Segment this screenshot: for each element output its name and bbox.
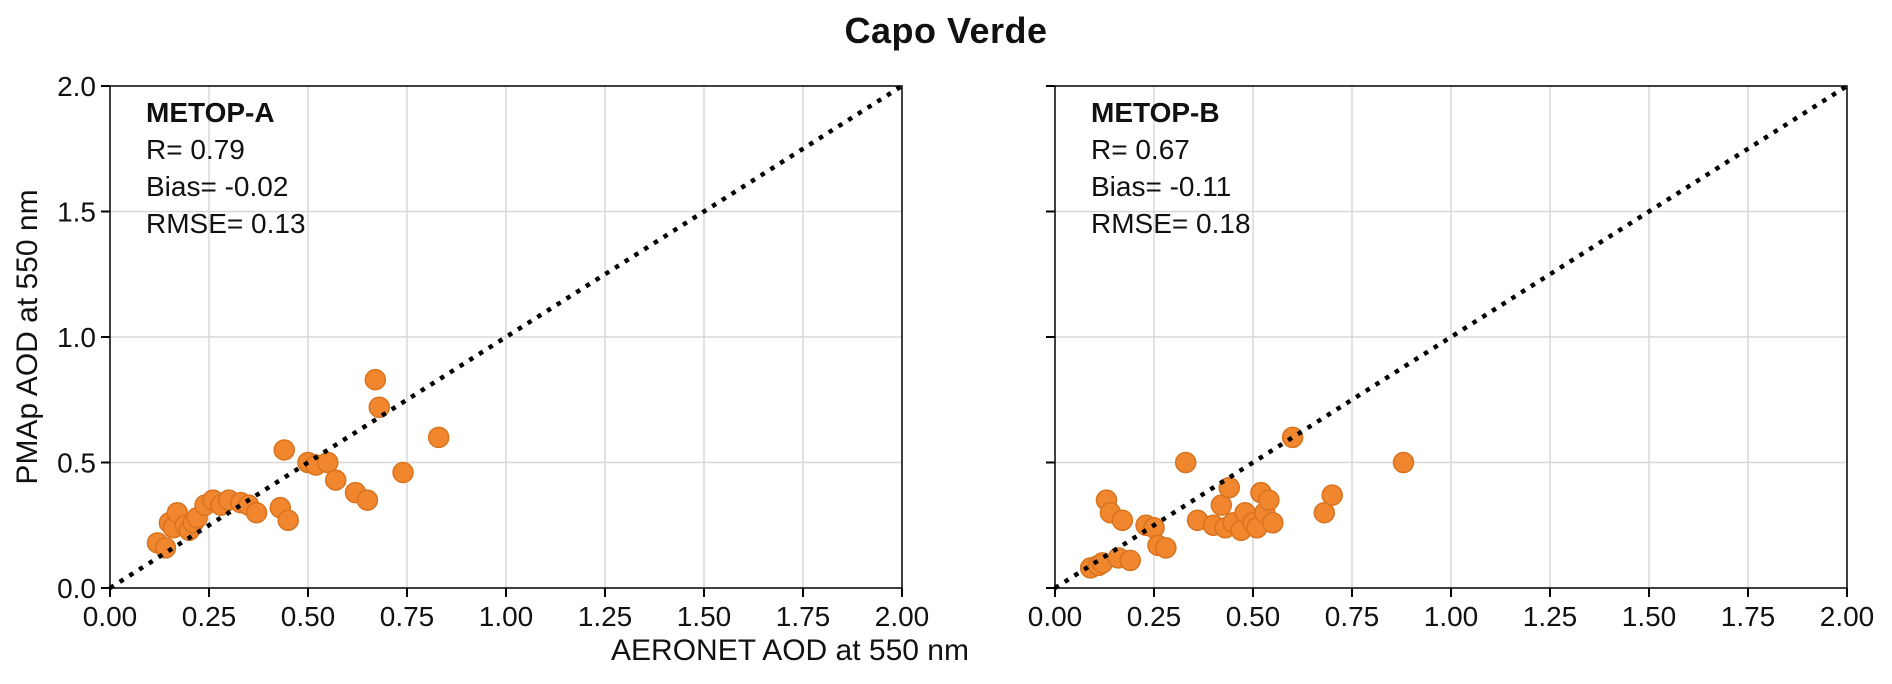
- data-point: [1321, 484, 1343, 506]
- data-point: [277, 509, 299, 531]
- data-point: [1210, 494, 1233, 516]
- data-point: [1155, 537, 1177, 559]
- x-tick-label: 1.50: [677, 601, 732, 632]
- x-tick-label: 0.25: [1127, 601, 1182, 632]
- x-tick-label: 0.75: [380, 601, 435, 632]
- stats-box-metop-b: METOP-B R= 0.67 Bias= -0.11 RMSE= 0.18: [1091, 94, 1251, 242]
- x-tick-label: 1.25: [578, 601, 633, 632]
- data-point: [273, 439, 295, 461]
- scatter-plot-metop-a: 0.00 0.25 0.50 0.75 1.00 1.25 1.50 1.75 2.00 0.0 0…: [57, 71, 929, 632]
- data-point: [356, 489, 379, 511]
- x-tick-label: 0.25: [182, 601, 237, 632]
- data-point: [1392, 451, 1415, 474]
- x-tick-label: 2.00: [875, 601, 930, 632]
- x-tick-label: 1.50: [1622, 601, 1677, 632]
- panel-label: METOP-A: [146, 97, 275, 128]
- x-tick-label: 2.00: [1820, 601, 1875, 632]
- data-point: [1313, 501, 1336, 524]
- panel-label: METOP-B: [1091, 97, 1220, 128]
- stat-bias: Bias= -0.11: [1091, 171, 1232, 202]
- stat-bias: Bias= -0.02: [146, 171, 289, 202]
- data-point: [392, 461, 414, 484]
- data-point: [154, 537, 177, 559]
- stat-rmse: RMSE= 0.13: [146, 208, 306, 239]
- stat-r: R= 0.79: [146, 134, 245, 165]
- data-point: [1111, 509, 1134, 531]
- x-tick-label: 0.50: [1226, 601, 1281, 632]
- y-tick-label: 0.0: [57, 573, 96, 604]
- x-tick-label: 1.25: [1523, 601, 1578, 632]
- stat-r: R= 0.67: [1091, 134, 1190, 165]
- data-point: [1258, 489, 1280, 511]
- y-axis-label: PMAp AOD at 550 nm: [11, 189, 44, 485]
- data-point: [245, 501, 268, 524]
- scatter-plot-metop-b: 0.00 0.25 0.50 0.75 1.00 1.25 1.50 1.75 2.00: [1028, 84, 1874, 632]
- y-tick-label: 1.5: [57, 197, 96, 228]
- x-tick-label: 0.50: [281, 601, 336, 632]
- data-point: [1119, 549, 1141, 572]
- x-tick-label: 0.75: [1325, 601, 1380, 632]
- x-tick-label: 1.75: [1721, 601, 1776, 632]
- chart-title: Capo Verde: [844, 10, 1048, 51]
- data-point: [364, 368, 387, 391]
- x-tick-label: 1.75: [776, 601, 831, 632]
- x-tick-label: 0.00: [1028, 601, 1083, 632]
- x-tick-label: 1.00: [1424, 601, 1479, 632]
- data-point: [1262, 511, 1284, 534]
- data-point: [324, 469, 347, 491]
- x-axis-label: AERONET AOD at 550 nm: [611, 634, 969, 667]
- y-tick-label: 2.0: [57, 71, 96, 102]
- stats-box-metop-a: METOP-A R= 0.79 Bias= -0.02 RMSE= 0.13: [146, 94, 306, 242]
- stat-rmse: RMSE= 0.18: [1091, 208, 1251, 239]
- x-tick-label: 0.00: [83, 601, 138, 632]
- x-tick-label: 1.00: [479, 601, 534, 632]
- data-point: [1174, 451, 1197, 474]
- data-point: [427, 426, 450, 449]
- y-tick-label: 1.0: [57, 322, 96, 353]
- y-tick-label: 0.5: [57, 448, 96, 479]
